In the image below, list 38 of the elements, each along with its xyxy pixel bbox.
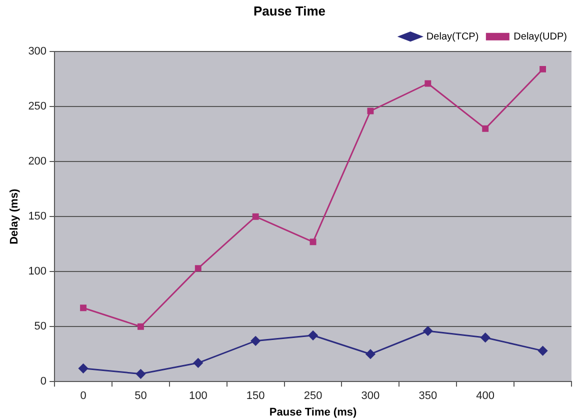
x-tick-label: 350 <box>418 390 438 402</box>
x-tick-label: 300 <box>361 390 380 402</box>
x-tick-label: 50 <box>134 390 147 402</box>
y-tick-label: 200 <box>28 156 47 168</box>
chart-title: Pause Time <box>253 3 326 18</box>
point <box>310 238 316 246</box>
point <box>423 326 433 336</box>
y-tick-label: 150 <box>28 210 47 223</box>
point <box>367 108 374 114</box>
x-tick-label: 150 <box>246 390 265 402</box>
point <box>480 332 490 342</box>
point <box>136 369 146 379</box>
y-tick-label: 300 <box>28 46 47 58</box>
legend-label: Delay(TCP) <box>426 31 479 42</box>
x-tick-label: 100 <box>188 390 208 402</box>
point <box>540 66 546 72</box>
point <box>80 304 86 312</box>
point <box>538 346 548 356</box>
point <box>366 349 376 359</box>
point <box>250 336 260 346</box>
point <box>193 358 203 368</box>
point <box>308 330 318 340</box>
point <box>137 323 144 330</box>
y-tick-label: 50 <box>34 320 47 333</box>
legend-label: Delay(UDP) <box>514 31 568 42</box>
point <box>424 80 432 87</box>
x-tick-label: 0 <box>80 390 86 402</box>
x-tick-label: 250 <box>304 390 322 402</box>
y-tick-label: 100 <box>28 266 47 278</box>
point <box>482 125 489 132</box>
y-tick-label: 250 <box>28 100 47 113</box>
x-tick-label: 400 <box>476 390 495 402</box>
x-axis-title: Pause Time (ms) <box>269 406 357 418</box>
point <box>78 364 88 374</box>
y-axis-title: Delay (ms) <box>8 188 21 244</box>
y-tick-label: 0 <box>40 376 47 388</box>
point <box>252 213 259 220</box>
point <box>194 265 202 272</box>
